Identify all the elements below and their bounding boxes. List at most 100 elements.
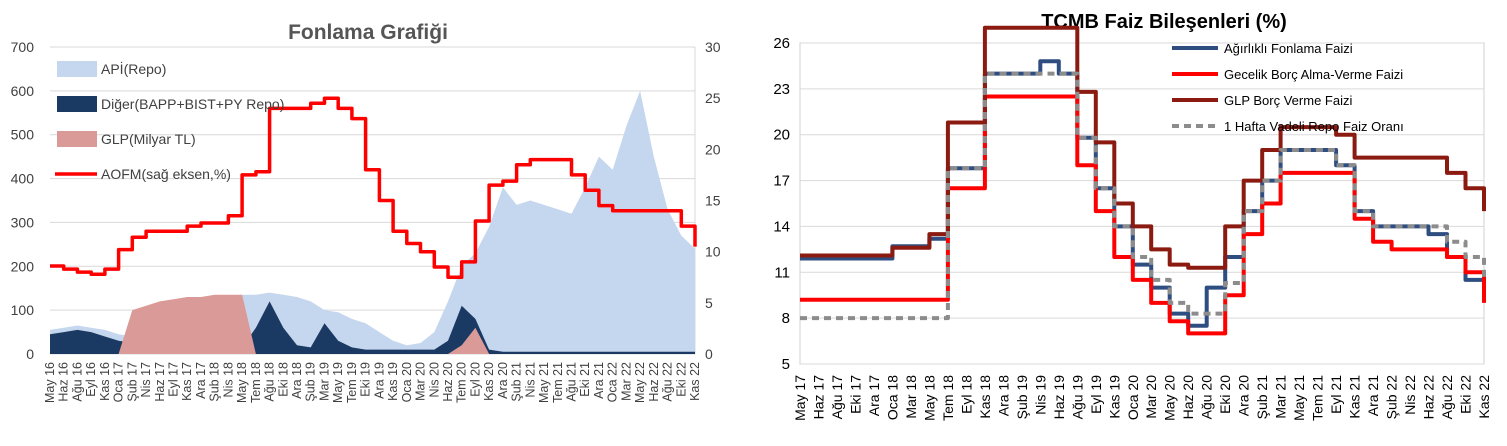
y-tick-right: 0 bbox=[705, 346, 713, 362]
x-tick-label: Mar 18 bbox=[903, 375, 919, 419]
legend-label-gecelik-bor-alma-verme-faizi: Gecelik Borç Alma-Verme Faizi bbox=[1224, 67, 1403, 82]
line-series-gecelik-bor-alma-verme-faizi bbox=[800, 94, 1486, 336]
x-tick-label: Mar 20 bbox=[1143, 375, 1159, 419]
area-series-di-er-bapp-bist-py-repo bbox=[50, 301, 695, 354]
x-tick-label: Haz 19 bbox=[1051, 375, 1067, 420]
x-tick-label: Eki 22 bbox=[674, 362, 688, 397]
line-series-a-rl-kl-fonlama-faizi bbox=[800, 59, 1484, 328]
funding-chart-rate-line bbox=[50, 96, 697, 280]
cbrt-rates-chart-legend: Ağırlıklı Fonlama Faizi Gecelik Borç Alma… bbox=[1172, 41, 1404, 134]
legend-label-a-rl-kl-fonlama-faizi: Ağırlıklı Fonlama Faizi bbox=[1224, 41, 1353, 56]
funding-chart-right-axis: 0 5 10 15 20 25 30 bbox=[705, 39, 721, 362]
x-tick-label: May 22 bbox=[633, 362, 647, 403]
x-tick-label: Oca 18 bbox=[884, 375, 900, 420]
x-tick-label: Mar 22 bbox=[619, 362, 633, 401]
y-tick-left: 300 bbox=[11, 214, 35, 230]
funding-chart-left-axis: 0 100 200 300 400 500 600 700 bbox=[11, 39, 35, 362]
cbrt-rates-chart-y-axis: 5 8 11 14 17 20 23 26 bbox=[773, 35, 790, 373]
y-tick-label: 8 bbox=[782, 310, 790, 327]
funding-chart-x-axis: May 16 Haz 16 Ağu 16 Eyl 16 Kas 16 Oca 17 Şub … bbox=[43, 362, 702, 403]
x-tick-label: Tem 19 bbox=[345, 362, 359, 403]
x-tick-label: Haz 16 bbox=[57, 362, 71, 402]
x-tick-label: Ağu 22 bbox=[661, 362, 675, 402]
x-tick-label: Kas 17 bbox=[180, 362, 194, 401]
x-tick-label: Ara 21 bbox=[592, 362, 606, 399]
x-tick-label: Şub 17 bbox=[125, 362, 139, 402]
x-tick-label: Kas 21 bbox=[1347, 375, 1363, 419]
x-tick-label: Ara 20 bbox=[496, 362, 510, 399]
x-tick-label: Şub 18 bbox=[208, 362, 222, 402]
y-tick-right: 30 bbox=[705, 39, 721, 55]
y-tick-label: 26 bbox=[773, 35, 790, 52]
legend-swatch-di-er-bapp-bist-py-repo bbox=[57, 96, 97, 112]
x-tick-label: Ağu 17 bbox=[829, 375, 845, 420]
y-tick-left: 0 bbox=[26, 346, 34, 362]
x-tick-label: Ara 17 bbox=[866, 375, 882, 416]
x-tick-label: Mar 21 bbox=[1273, 375, 1289, 419]
x-tick-label: May 21 bbox=[1291, 375, 1307, 421]
cbrt-rates-chart-lines bbox=[800, 25, 1486, 336]
y-tick-right: 25 bbox=[705, 90, 721, 106]
x-tick-label: Şub 22 bbox=[1384, 375, 1400, 420]
y-tick-label: 14 bbox=[773, 218, 790, 235]
funding-chart-legend: APİ(Repo) Diğer(BAPP+BIST+PY Repo) GLP(Mil… bbox=[55, 60, 284, 182]
x-tick-label: Ara 18 bbox=[995, 375, 1011, 416]
x-tick-label: Ağu 18 bbox=[263, 362, 277, 402]
x-tick-label: May 18 bbox=[235, 362, 249, 403]
x-tick-label: Şub 19 bbox=[304, 362, 318, 402]
x-tick-label: Mar 20 bbox=[414, 362, 428, 401]
line-series-aofm-sa-eksen bbox=[50, 96, 697, 280]
x-tick-label: Ağu 22 bbox=[1439, 375, 1455, 420]
y-tick-right: 5 bbox=[705, 295, 713, 311]
x-tick-label: Şub 19 bbox=[1014, 375, 1030, 420]
cbrt-rates-chart-x-axis: May 17 Haz 17 Ağu 17 Eki 17 Ara 17 Oca 18 Mar … bbox=[792, 375, 1492, 421]
x-tick-label: Eki 19 bbox=[359, 362, 373, 397]
x-tick-label: Haz 17 bbox=[153, 362, 167, 402]
x-tick-label: May 19 bbox=[331, 362, 345, 403]
x-tick-label: Haz 22 bbox=[1421, 375, 1437, 420]
x-tick-label: Eyl 18 bbox=[958, 375, 974, 414]
legend-swatch-api-repo bbox=[57, 61, 97, 77]
legend-label-api-repo: APİ(Repo) bbox=[101, 60, 166, 77]
x-tick-label: Nis 22 bbox=[1402, 375, 1418, 415]
x-tick-label: Nis 21 bbox=[523, 362, 537, 397]
x-tick-label: Kas 19 bbox=[1106, 375, 1122, 419]
area-series-glp-milyar-tl bbox=[50, 294, 695, 354]
x-tick-label: Eki 22 bbox=[1458, 375, 1474, 414]
funding-chart-areas bbox=[50, 90, 695, 355]
x-tick-label: Ağu 21 bbox=[564, 362, 578, 402]
legend-label-di-er-bapp-bist-py-repo: Diğer(BAPP+BIST+PY Repo) bbox=[101, 96, 284, 112]
legend-swatch-glp-milyar-tl bbox=[57, 131, 97, 147]
x-tick-label: Haz 20 bbox=[441, 362, 455, 402]
x-tick-label: Eyl 21 bbox=[1328, 375, 1344, 414]
x-tick-label: Nis 19 bbox=[1032, 375, 1048, 415]
x-tick-label: Ara 21 bbox=[1365, 375, 1381, 416]
x-tick-label: Kas 16 bbox=[98, 362, 112, 401]
x-tick-label: Kas 20 bbox=[482, 362, 496, 401]
x-tick-label: Ara 18 bbox=[290, 362, 304, 399]
x-tick-label: May 18 bbox=[921, 375, 937, 421]
y-tick-left: 200 bbox=[11, 258, 35, 274]
line-series-1-hafta-vadeli-repo-faiz-oran bbox=[800, 71, 1486, 321]
x-tick-label: Eyl 19 bbox=[1088, 375, 1104, 414]
x-tick-label: Oca 20 bbox=[1125, 375, 1141, 420]
x-tick-label: Şub 21 bbox=[1254, 375, 1270, 420]
x-tick-label: Ağu 20 bbox=[1199, 375, 1215, 420]
x-tick-label: May 21 bbox=[537, 362, 551, 403]
x-tick-label: Haz 17 bbox=[810, 375, 826, 420]
legend-label-glp-bor-verme-faizi: GLP Borç Verme Faizi bbox=[1224, 93, 1352, 108]
x-tick-label: Eyl 20 bbox=[468, 362, 482, 397]
legend-label-1-hafta-vadeli-repo-faiz-oran: 1 Hafta Vadeli Repo Faiz Oranı bbox=[1224, 119, 1404, 134]
y-tick-left: 400 bbox=[11, 171, 35, 187]
y-tick-right: 10 bbox=[705, 244, 721, 260]
x-tick-label: Eyl 16 bbox=[84, 362, 98, 397]
x-tick-label: Kas 22 bbox=[1476, 375, 1492, 419]
x-tick-label: Ara 20 bbox=[1236, 375, 1252, 416]
x-tick-label: Eki 17 bbox=[847, 375, 863, 414]
funding-chart-title: Fonlama Grafiği bbox=[288, 21, 448, 44]
x-tick-label: Kas 18 bbox=[977, 375, 993, 419]
x-tick-label: Şub 21 bbox=[510, 362, 524, 402]
x-tick-label: Kas 22 bbox=[688, 362, 702, 401]
x-tick-label: Ağu 16 bbox=[70, 362, 84, 402]
